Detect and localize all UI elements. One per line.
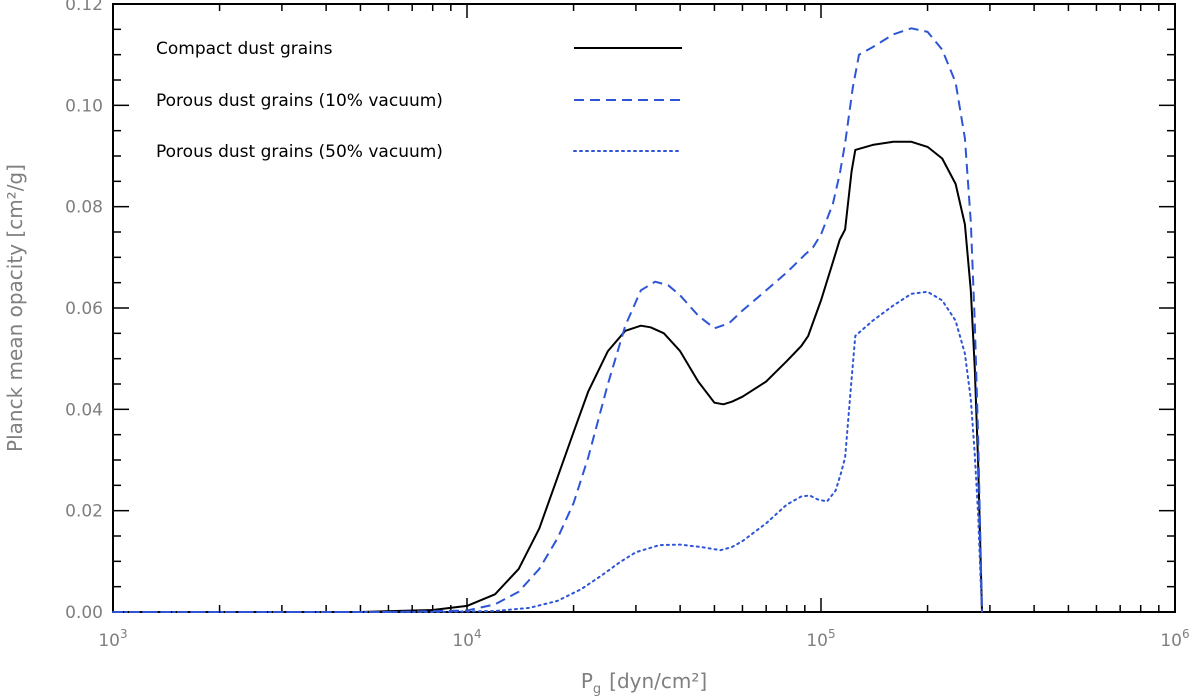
legend-label-3: Porous dust grains (50% vacuum) [156, 142, 443, 162]
series-line-3 [112, 290, 983, 613]
y-tick-label: 0.08 [65, 198, 103, 218]
x-tick-exponent: 6 [1182, 627, 1190, 641]
x-tick-label: 105 [806, 627, 835, 651]
y-axis-label: Planck mean opacity [cm²/g] [3, 164, 27, 452]
legend-label-1: Compact dust grains [156, 39, 333, 59]
x-tick-exponent: 4 [474, 627, 482, 641]
legend: Compact dust grains Porous dust grains (1… [156, 39, 683, 162]
y-tick-label: 0.10 [65, 96, 103, 116]
y-tick-label: 0.00 [65, 603, 103, 623]
x-tick-label: 106 [1160, 627, 1189, 651]
y-tick-label: 0.12 [65, 0, 103, 15]
x-axis-label-unit: [dyn/cm²] [609, 669, 707, 693]
legend-label-2: Porous dust grains (10% vacuum) [156, 91, 443, 111]
x-tick-exponent: 5 [828, 627, 836, 641]
x-axis-label-sub: g [593, 682, 601, 697]
y-tick-label: 0.06 [65, 299, 103, 319]
series-line-1 [113, 140, 983, 613]
x-tick-base: 10 [806, 631, 828, 651]
y-tick-label: 0.02 [65, 502, 103, 522]
x-tick-exponent: 3 [120, 627, 128, 641]
axis-ticks [112, 3, 1175, 613]
x-axis-label-main: P [581, 669, 593, 693]
x-tick-label: 104 [452, 627, 481, 651]
series-layer [112, 27, 983, 613]
x-tick-base: 10 [98, 631, 120, 651]
x-tick-base: 10 [452, 631, 474, 651]
x-axis-label: Pg [dyn/cm²] [581, 669, 707, 697]
x-tick-label: 103 [98, 627, 127, 651]
series-line-2 [113, 27, 983, 613]
y-tick-label: 0.04 [65, 400, 103, 420]
x-tick-base: 10 [1160, 631, 1182, 651]
